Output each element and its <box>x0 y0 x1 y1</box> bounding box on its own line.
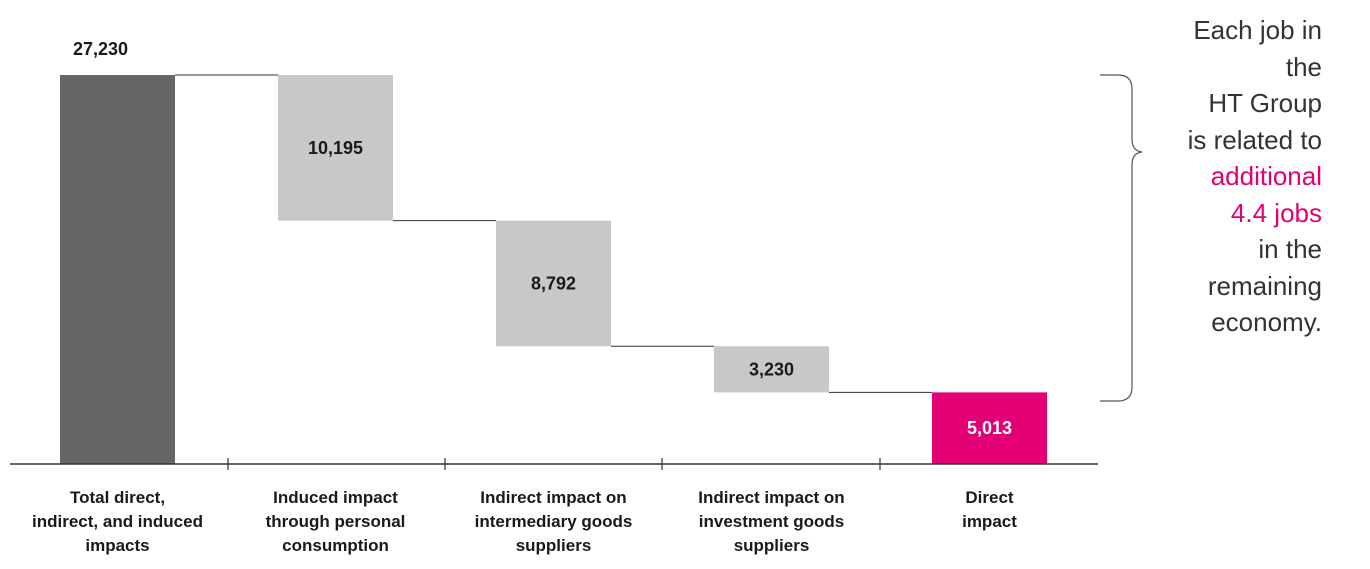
annotation-line-8: remaining <box>1207 270 1322 301</box>
category-label-4: Indirect impact on investment goods suppli… <box>698 488 844 555</box>
value-label-5: 5,013 <box>967 418 1012 438</box>
annotation-line-2: the <box>1285 51 1322 82</box>
category-label-5: Direct impact <box>962 488 1017 531</box>
annotation-line-6: 4.4 jobs <box>1230 197 1322 228</box>
x-axis-ticks <box>227 458 881 470</box>
curly-brace <box>1100 74 1143 402</box>
annotation-text: Each job in the HT Group is related to addit… <box>1188 12 1322 341</box>
category-label-1: Total direct, indirect, and induced impact… <box>32 488 203 555</box>
bar-5 <box>932 392 1047 464</box>
value-label-1: 27,230 <box>73 39 128 59</box>
annotation-line-4: is related to <box>1187 124 1322 155</box>
bar-2 <box>278 75 393 221</box>
value-label-2: 10,195 <box>308 138 363 158</box>
value-labels: 27,230 10,195 8,792 3,230 5,013 <box>73 39 1012 438</box>
value-label-4: 3,230 <box>749 359 794 379</box>
annotation-line-7: in the <box>1258 234 1322 264</box>
bar-1 <box>60 75 175 464</box>
annotation-line-9: economy. <box>1211 307 1322 337</box>
annotation-line-5: additional <box>1210 161 1322 191</box>
category-labels: Total direct, indirect, and induced impact… <box>32 488 1017 555</box>
bar-4 <box>714 346 829 393</box>
annotation-line-1: Each job in <box>1193 15 1322 45</box>
connector-lines <box>175 74 932 393</box>
bar-3 <box>496 220 611 347</box>
category-label-2: Induced impact through personal consumptio… <box>266 488 406 555</box>
value-label-3: 8,792 <box>531 273 576 293</box>
annotation-line-3: HT Group <box>1208 88 1322 118</box>
category-label-3: Indirect impact on intermediary goods supp… <box>475 488 633 555</box>
bars <box>60 75 1047 464</box>
